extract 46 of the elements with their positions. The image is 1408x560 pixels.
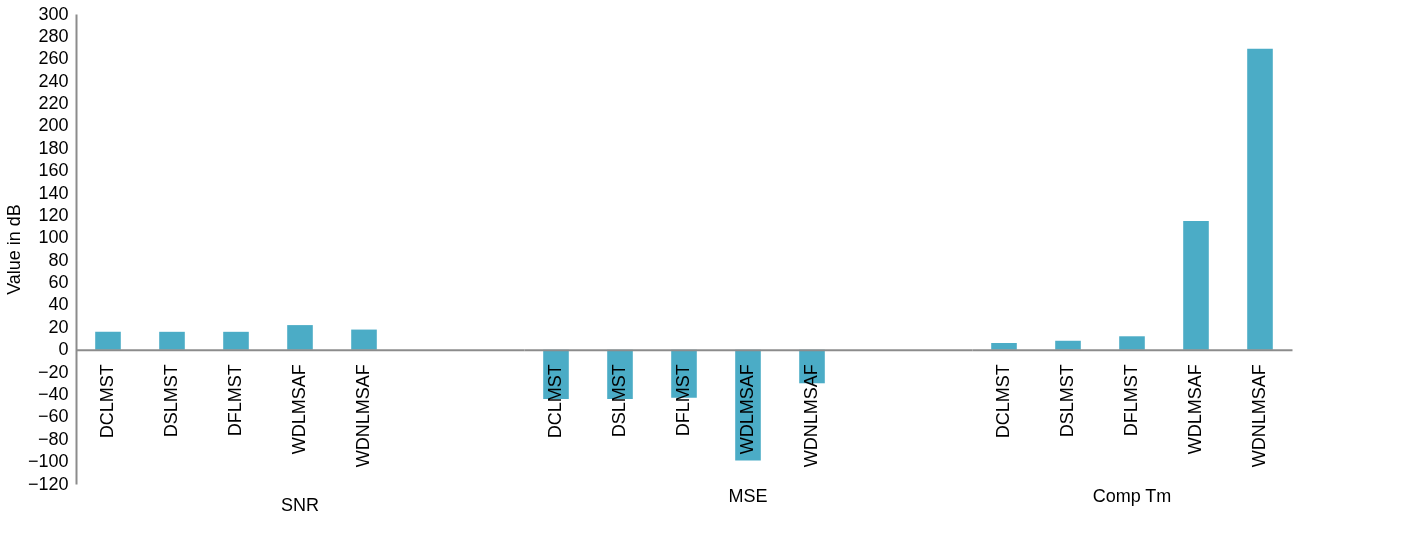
y-axis-title: Value in dB [3,204,24,295]
y-tick-label: 60 [48,272,69,293]
bar [1119,336,1145,350]
x-axis-title: MSE [728,486,768,506]
bar [1183,221,1209,350]
x-tick-label: WDNLMSAF [1249,364,1269,468]
x-tick-label: DSLMST [609,364,629,438]
x-tick-label: WDLMSAF [737,364,757,455]
y-tick-label: 140 [38,182,69,203]
y-tick-label: 160 [38,160,69,181]
y-tick-label: 260 [38,48,69,69]
y-tick-label: 40 [48,294,69,315]
x-tick-label: DFLMST [1121,364,1141,437]
bar [1247,48,1273,350]
x-tick-label: WDLMSAF [289,364,309,455]
x-tick-label: WDNLMSAF [353,364,373,468]
y-tick-label: −60 [37,406,69,427]
x-tick-label: WDNLMSAF [801,364,821,468]
y-tick-label: 80 [48,249,69,270]
x-axis-title: Comp Tm [1092,486,1172,506]
y-tick-label: 280 [38,25,69,46]
y-tick-label: 180 [38,137,69,158]
x-tick-label: WDLMSAF [1185,364,1205,455]
y-tick-label: −120 [27,473,69,494]
x-tick-label: DCLMST [545,364,565,439]
y-tick-label: −80 [37,428,69,449]
y-tick-label: 220 [38,93,69,114]
bar [991,343,1017,350]
y-tick-label: 200 [38,115,69,136]
y-tick-label: 20 [48,316,69,337]
x-tick-label: DCLMST [993,364,1013,439]
y-tick-label: 120 [38,204,69,225]
x-tick-label: DFLMST [673,364,693,437]
y-tick-label: −20 [37,361,69,382]
y-tick-label: 240 [38,70,69,91]
bar [1055,340,1081,350]
y-tick-label: 300 [38,3,69,24]
x-tick-label: DFLMST [225,364,245,437]
y-tick-label: 100 [38,227,69,248]
y-tick-label: 0 [58,339,69,360]
x-tick-label: DSLMST [161,364,181,438]
y-tick-label: −40 [37,383,69,404]
y-tick-label: −100 [27,451,69,472]
x-tick-label: DSLMST [1057,364,1077,438]
x-tick-label: DCLMST [97,364,117,439]
x-axis-title: SNR [280,495,320,515]
